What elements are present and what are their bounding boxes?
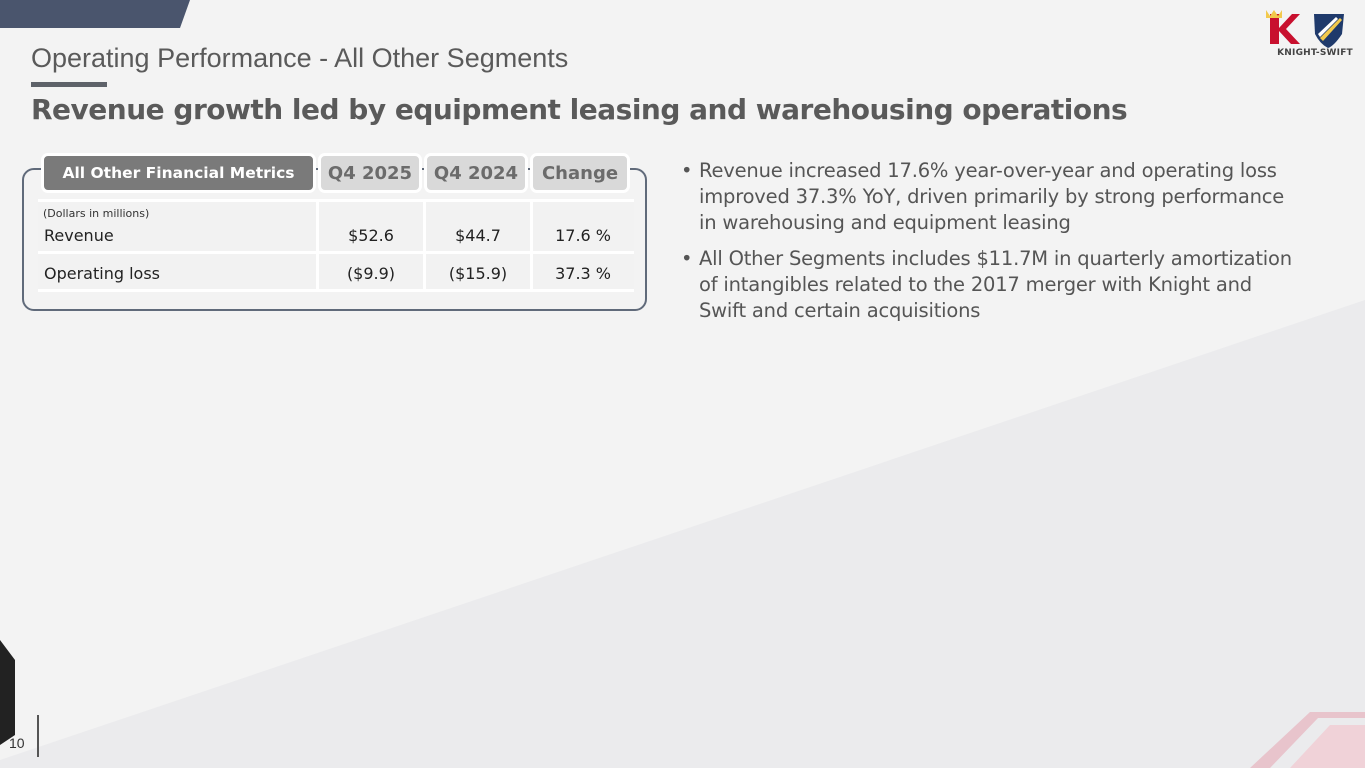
row-operating-loss-q4-2024: ($15.9): [426, 254, 530, 289]
financial-table: (Dollars in millions) Revenue $52.6 $44.…: [38, 199, 634, 292]
logo-wordmark: KNIGHT-SWIFT: [1277, 48, 1353, 58]
row-revenue-label: (Dollars in millions) Revenue: [38, 202, 316, 251]
units-note: (Dollars in millions): [43, 207, 150, 220]
title-underline: [31, 82, 107, 87]
knight-k-icon: [1266, 10, 1300, 44]
header-change: Change: [530, 153, 630, 193]
knight-swift-logo: [1266, 10, 1344, 48]
row-operating-loss-q4-2025: ($9.9): [319, 254, 423, 289]
row-operating-loss-change: 37.3 %: [533, 254, 634, 289]
bullet-list: Revenue increased 17.6% year-over-year a…: [681, 158, 1301, 334]
header-metrics: All Other Financial Metrics: [41, 153, 316, 193]
row-revenue-change: 17.6 %: [533, 202, 634, 251]
row-revenue-q4-2025: $52.6: [319, 202, 423, 251]
page-number-divider: [37, 715, 39, 757]
page-title: Operating Performance - All Other Segmen…: [31, 43, 569, 73]
bullet-item: Revenue increased 17.6% year-over-year a…: [681, 158, 1301, 236]
row-revenue-q4-2024: $44.7: [426, 202, 530, 251]
swift-shield-icon: [1314, 14, 1344, 48]
headline: Revenue growth led by equipment leasing …: [31, 93, 1128, 126]
header-q4-2025: Q4 2025: [318, 153, 422, 193]
page-number: 10: [9, 735, 25, 751]
row-operating-loss-label: Operating loss: [38, 254, 316, 289]
bullet-item: All Other Segments includes $11.7M in qu…: [681, 246, 1301, 324]
header-q4-2024: Q4 2024: [424, 153, 528, 193]
